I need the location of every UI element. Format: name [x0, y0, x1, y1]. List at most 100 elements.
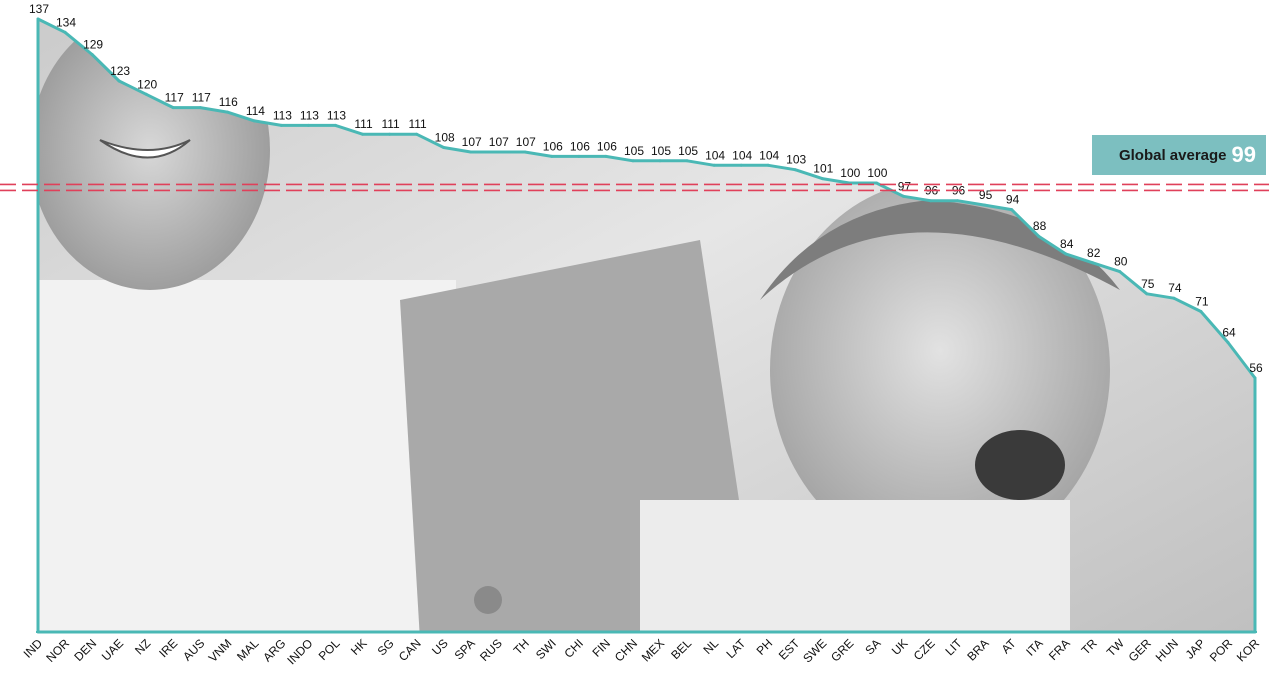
data-point-bel — [685, 159, 689, 163]
x-tick-label-ger: GER — [1126, 636, 1155, 665]
x-tick-label-tr: TR — [1079, 636, 1100, 657]
data-point-chn — [631, 159, 635, 163]
x-tick-label-swi: SWI — [533, 636, 559, 662]
data-label-lat: 104 — [732, 148, 752, 162]
data-label-nl: 104 — [705, 148, 725, 162]
x-tick-label-bra: BRA — [964, 636, 991, 663]
global-average-value: 99 — [1231, 142, 1256, 167]
data-label-ire: 117 — [165, 91, 184, 105]
data-point-arg — [279, 123, 283, 127]
data-point-sa — [874, 181, 878, 185]
data-point-fra — [1064, 252, 1068, 256]
data-label-jap: 71 — [1195, 295, 1209, 309]
data-label-hk: 111 — [354, 117, 373, 131]
data-label-den: 129 — [83, 38, 103, 52]
data-point-nz — [144, 92, 148, 96]
data-point-indo — [306, 123, 310, 127]
x-tick-label-spa: SPA — [452, 636, 478, 662]
x-tick-label-den: DEN — [71, 636, 99, 664]
x-tick-label-hun: HUN — [1153, 636, 1181, 664]
x-tick-label-kor: KOR — [1234, 636, 1263, 665]
data-point-us — [442, 146, 446, 149]
data-point-nor — [63, 30, 67, 34]
x-tick-label-can: CAN — [396, 636, 424, 664]
x-tick-label-ph: PH — [754, 636, 776, 658]
x-tick-label-rus: RUS — [477, 636, 505, 664]
data-point-hk — [361, 132, 364, 136]
data-label-sg: 111 — [381, 117, 400, 131]
x-tick-label-jap: JAP — [1183, 636, 1208, 661]
data-point-uae — [117, 79, 121, 83]
data-label-at: 94 — [1006, 193, 1020, 207]
data-label-mal: 114 — [246, 104, 265, 118]
x-tick-label-fin: FIN — [589, 636, 613, 660]
data-label-fin: 106 — [597, 139, 617, 153]
data-point-lat — [739, 163, 743, 167]
data-point-nl — [712, 163, 716, 167]
data-point-kor — [1253, 376, 1257, 380]
data-label-chi: 106 — [570, 139, 590, 153]
data-label-tw: 80 — [1114, 255, 1128, 269]
x-tick-label-us: US — [429, 636, 451, 658]
data-label-por: 64 — [1222, 326, 1236, 340]
data-point-uk — [901, 194, 905, 198]
data-point-cze — [929, 199, 932, 203]
data-label-us: 108 — [435, 131, 455, 145]
x-tick-label-mal: MAL — [234, 636, 262, 664]
data-label-can: 111 — [408, 117, 427, 131]
data-label-th: 107 — [516, 135, 536, 149]
x-tick-label-nz: NZ — [132, 636, 153, 657]
x-tick-label-ind: IND — [21, 636, 46, 661]
data-point-ind — [36, 17, 40, 21]
x-tick-label-nor: NOR — [43, 636, 72, 665]
data-label-bel: 105 — [678, 144, 698, 158]
global-average-label: Global average — [1118, 146, 1227, 164]
data-label-sa: 100 — [867, 166, 887, 180]
data-point-tw — [1118, 270, 1122, 274]
data-label-fra: 84 — [1060, 237, 1074, 251]
data-point-jap — [1199, 310, 1203, 313]
data-point-th — [523, 150, 527, 154]
x-tick-label-aus: AUS — [180, 636, 207, 663]
data-point-sg — [388, 132, 392, 136]
data-label-nz: 120 — [137, 77, 157, 91]
x-tick-label-por: POR — [1207, 636, 1236, 665]
data-point-ph — [766, 163, 770, 167]
data-label-uae: 123 — [110, 64, 130, 78]
data-point-rus — [496, 150, 500, 154]
data-point-at — [1010, 208, 1014, 212]
data-point-hun — [1172, 296, 1176, 300]
data-label-hun: 74 — [1168, 281, 1182, 295]
data-label-arg: 113 — [273, 108, 292, 122]
data-point-bra — [983, 203, 987, 207]
x-tick-label-ire: IRE — [156, 636, 180, 660]
data-label-aus: 117 — [192, 91, 211, 105]
data-point-mex — [658, 159, 662, 163]
data-point-swi — [550, 154, 554, 158]
x-tick-label-tw: TW — [1104, 636, 1128, 660]
data-label-ind: 137 — [29, 2, 49, 16]
data-point-vnm — [225, 110, 229, 114]
x-tick-label-uk: UK — [889, 636, 911, 658]
data-label-ita: 88 — [1033, 219, 1047, 233]
data-point-aus — [198, 106, 202, 110]
data-label-est: 103 — [786, 153, 806, 167]
x-tick-label-cze: CZE — [911, 636, 938, 663]
x-tick-label-chi: CHI — [562, 636, 587, 661]
data-point-tr — [1091, 261, 1095, 265]
data-point-ger — [1145, 292, 1149, 296]
data-point-lit — [956, 199, 959, 203]
data-point-est — [793, 168, 797, 172]
data-label-chn: 105 — [624, 144, 644, 158]
data-point-fin — [604, 154, 608, 158]
data-label-gre: 100 — [840, 166, 860, 180]
x-tick-label-hk: HK — [348, 636, 370, 658]
x-tick-label-arg: ARG — [260, 636, 288, 664]
data-label-pol: 113 — [327, 108, 346, 122]
x-tick-label-bel: BEL — [668, 636, 694, 662]
x-tick-label-at: AT — [999, 636, 1020, 657]
data-label-ger: 75 — [1141, 277, 1155, 291]
x-tick-label-mex: MEX — [639, 636, 667, 664]
